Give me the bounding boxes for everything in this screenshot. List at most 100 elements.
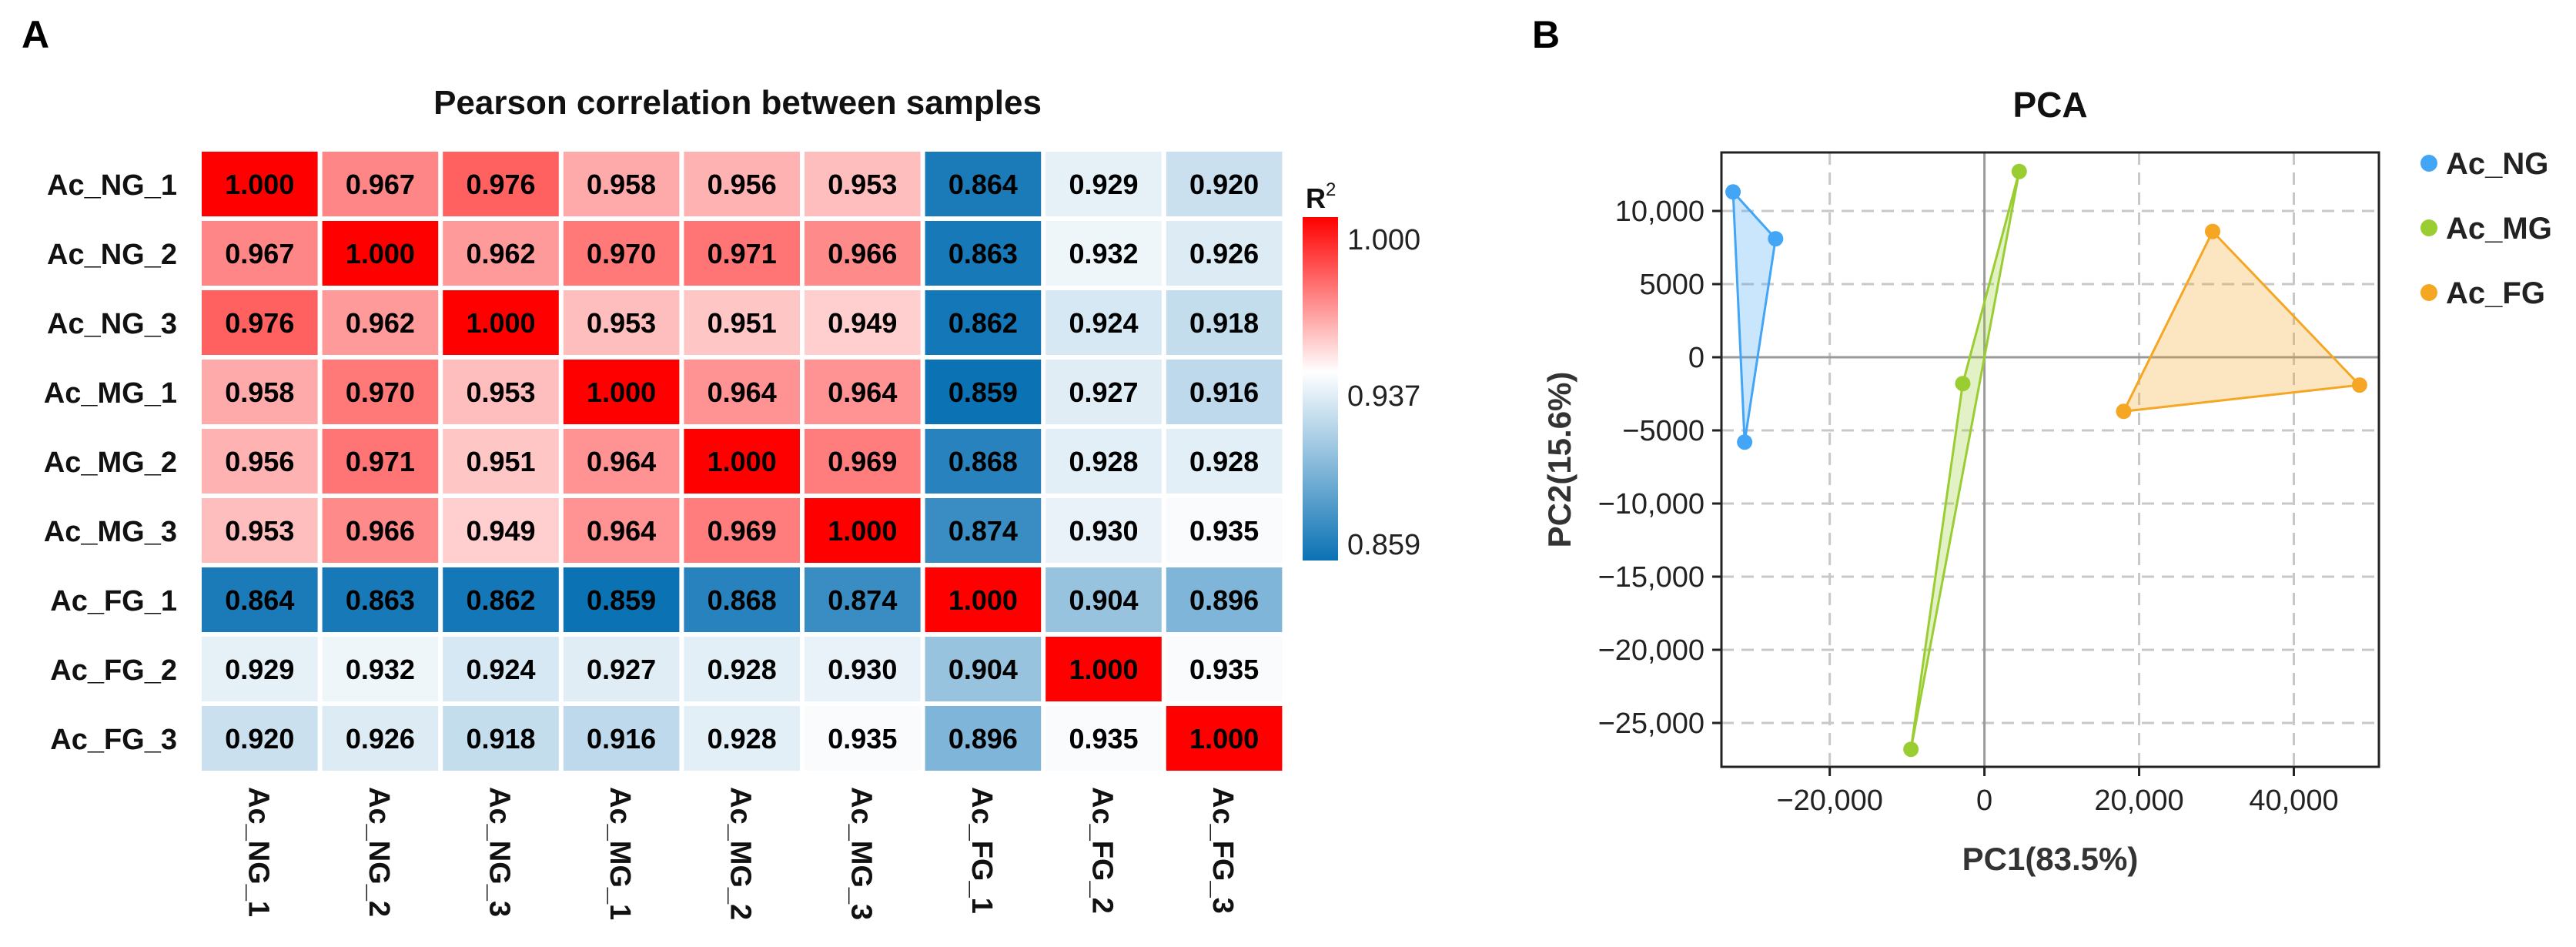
heatmap-cell-value: 0.862	[466, 584, 535, 616]
heatmap-cell	[925, 152, 1042, 216]
heatmap-row-label: Ac_MG_1	[44, 377, 177, 410]
pca-point-Ac_NG	[1768, 231, 1784, 247]
heatmap-cell-value: 0.868	[708, 584, 777, 616]
heatmap-cell	[684, 637, 800, 701]
colorbar-gradient	[1303, 217, 1338, 561]
heatmap-cell-value: 0.953	[587, 307, 656, 339]
heatmap-cell-value: 0.929	[1069, 169, 1138, 200]
heatmap-cell-value: 0.863	[948, 238, 1018, 269]
pca-hull-Ac_NG	[1731, 189, 1777, 443]
heatmap-cell	[684, 360, 800, 424]
pca-y-tick-label: −10,000	[1598, 488, 1705, 520]
heatmap-cell	[1166, 221, 1283, 286]
pca-x-tick-label: 40,000	[2249, 785, 2338, 817]
heatmap-cell-value: 0.916	[587, 723, 656, 755]
heatmap-cell-value: 0.958	[587, 169, 656, 200]
heatmap-cell	[1045, 429, 1162, 494]
pca-plot-frame	[1720, 151, 2380, 768]
heatmap-cell-value: 0.924	[1069, 307, 1138, 339]
heatmap-cell-value: 0.862	[948, 307, 1018, 339]
heatmap-cell	[443, 152, 559, 216]
heatmap-cell	[443, 706, 559, 771]
heatmap-cell-value: 0.966	[346, 515, 415, 547]
heatmap-cell	[443, 567, 559, 632]
legend-label-Ac_MG: Ac_MG	[2446, 212, 2552, 246]
heatmap-cell	[202, 637, 318, 701]
heatmap-cell	[443, 290, 559, 355]
heatmap-col-labels: Ac_NG_1 Ac_NG_2 Ac_NG_3 Ac_MG_1 Ac_MG_2 Ac_MG…	[242, 787, 1239, 920]
heatmap-cell	[1166, 429, 1283, 494]
heatmap-cell-value: 0.935	[1189, 654, 1259, 685]
heatmap-row-label: Ac_FG_1	[50, 585, 177, 617]
heatmap-cell-value: 0.864	[225, 584, 294, 616]
heatmap-cell	[202, 429, 318, 494]
heatmap-cell	[1166, 152, 1283, 216]
heatmap-cell-value: 0.951	[708, 307, 777, 339]
pca-point-Ac_FG	[2351, 377, 2367, 393]
heatmap-cell	[443, 429, 559, 494]
heatmap-cell-value: 0.935	[1189, 515, 1259, 547]
heatmap-cell	[443, 498, 559, 563]
pca-legend: Ac_NG Ac_MG Ac_FG	[2420, 147, 2552, 310]
heatmap-cell-value: 0.920	[225, 723, 294, 755]
pca-point-Ac_MG	[1903, 741, 1919, 758]
pca-y-tick-label: −20,000	[1598, 634, 1705, 667]
heatmap-cell-value: 0.967	[346, 169, 415, 200]
heatmap-cell-value: 0.868	[948, 446, 1018, 477]
heatmap-title: Pearson correlation between samples	[433, 84, 1042, 122]
heatmap-cell	[563, 498, 680, 563]
heatmap-cell-value: 0.924	[466, 654, 535, 685]
heatmap-cell-value: 0.926	[346, 723, 415, 755]
heatmap-cell	[684, 498, 800, 563]
heatmap-cell	[202, 290, 318, 355]
heatmap-cell	[684, 706, 800, 771]
heatmap-cell	[202, 152, 318, 216]
colorbar: R2 1.000 0.937 0.859	[1303, 179, 1420, 561]
heatmap-cell	[1045, 567, 1162, 632]
heatmap-cell-value: 0.874	[948, 515, 1018, 547]
heatmap-cell	[1166, 498, 1283, 563]
heatmap-cell-value: 0.976	[466, 169, 535, 200]
heatmap-col-label: Ac_NG_1	[242, 787, 274, 917]
colorbar-title: R2	[1306, 179, 1336, 214]
heatmap-cell-value: 0.859	[948, 376, 1018, 408]
heatmap-col-label: Ac_FG_2	[1086, 787, 1119, 914]
heatmap-cell	[1166, 290, 1283, 355]
heatmap-cell-value: 0.971	[708, 238, 777, 269]
heatmap-cell	[443, 637, 559, 701]
heatmap-cell-value: 1.000	[346, 238, 415, 269]
pca-hulls	[1731, 171, 2363, 750]
pca-points	[1725, 163, 2367, 758]
heatmap-row-label: Ac_MG_3	[44, 516, 177, 548]
pca-point-Ac_NG	[1737, 434, 1753, 450]
heatmap-cell	[1045, 498, 1162, 563]
heatmap-cell	[805, 567, 921, 632]
pca-hull-Ac_MG	[1909, 171, 2021, 750]
heatmap-cell	[684, 152, 800, 216]
pca-zero-lines	[1721, 152, 2379, 767]
heatmap-cell	[202, 498, 318, 563]
pca-x-axis: −20,000 0 20,000 40,000	[1776, 767, 2339, 817]
heatmap-cell-value: 0.964	[828, 376, 897, 408]
heatmap-cell	[443, 221, 559, 286]
heatmap-cell	[563, 706, 680, 771]
heatmap-col-label: Ac_MG_2	[724, 787, 757, 920]
heatmap-cell	[1045, 290, 1162, 355]
heatmap-cell-value: 0.953	[225, 515, 294, 547]
heatmap-cell	[925, 429, 1042, 494]
heatmap-cell-value: 0.859	[587, 584, 656, 616]
heatmap-col-label: Ac_NG_3	[483, 787, 516, 917]
heatmap-cell	[322, 221, 439, 286]
pca-x-tick-label: 0	[1976, 785, 1992, 817]
heatmap-cell-value: 0.920	[1189, 169, 1259, 200]
heatmap-cell-value: 0.930	[828, 654, 897, 685]
heatmap-cell-value: 0.953	[466, 376, 535, 408]
heatmap-cell-value: 0.927	[1069, 376, 1138, 408]
pca-y-tick-label: 0	[1688, 342, 1705, 374]
heatmap-cell-value: 0.958	[225, 376, 294, 408]
heatmap-cell	[805, 360, 921, 424]
heatmap-cell-value: 0.953	[828, 169, 897, 200]
legend-label-Ac_NG: Ac_NG	[2446, 147, 2548, 181]
heatmap-cell	[1045, 221, 1162, 286]
